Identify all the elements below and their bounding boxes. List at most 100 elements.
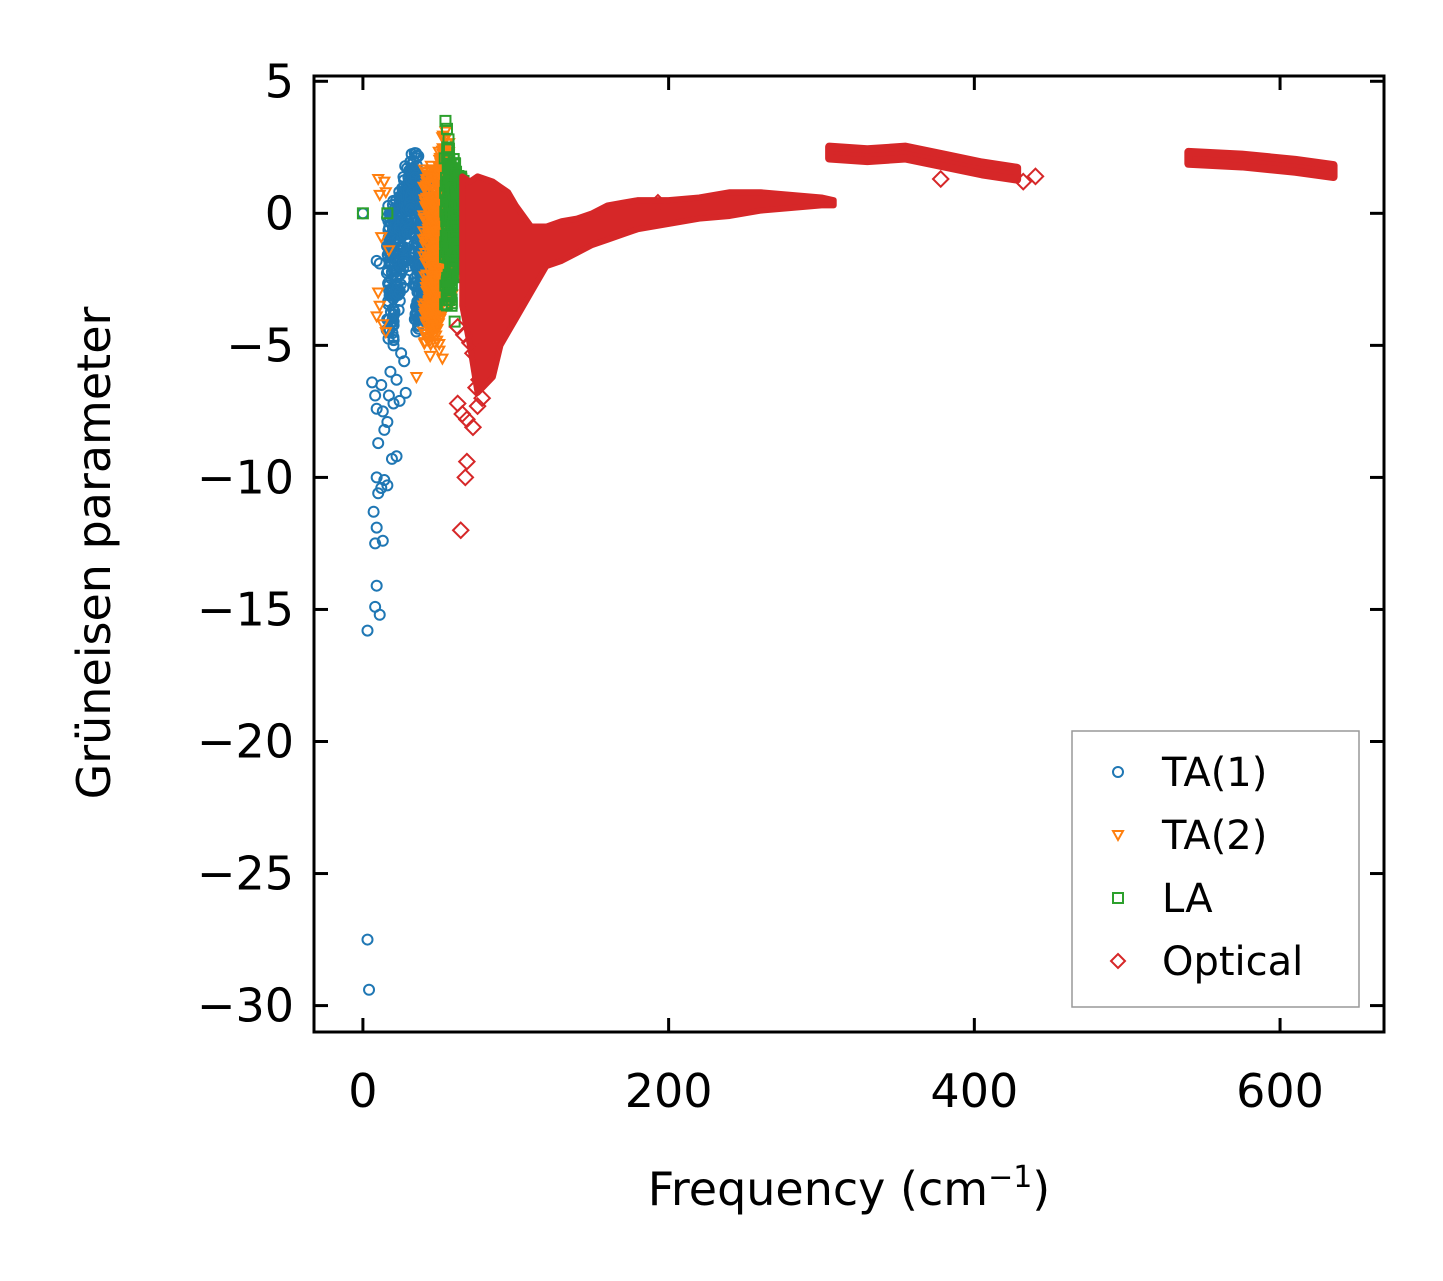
cluster-point [445,259,458,272]
y-axis-ticks: 5 0 −5 −10 −15 −20 −25 −30 [197,54,1384,1033]
data-point [369,311,384,324]
data-point [423,350,437,363]
data-point [448,394,467,413]
y-tick-label: −20 [197,715,294,769]
y-tick-label: −15 [197,582,294,636]
data-point [395,347,408,360]
plot-area [356,114,1338,996]
data-point [378,423,391,436]
cluster-point [386,312,399,325]
data-point [376,319,390,332]
data-point [463,344,483,363]
y-tick-label: −25 [197,847,294,901]
legend-marker [1111,830,1125,843]
x-tick-label: 400 [930,1064,1018,1118]
data-point [373,189,387,202]
x-tick-label: 600 [1236,1064,1324,1118]
data-point [377,176,392,189]
cluster-point [430,323,445,336]
cluster-point [416,326,431,339]
cluster-point [448,230,461,243]
cluster-point [388,305,401,318]
data-point [435,353,450,366]
data-point [453,404,472,424]
data-point [356,207,369,220]
legend-label: TA(2) [1161,813,1267,859]
data-point [442,133,455,146]
data-point [361,933,374,946]
data-point [451,521,470,540]
optical-dense-band [459,173,837,396]
legend-label: TA(1) [1161,750,1267,796]
data-point [931,169,950,189]
legend-marker [1109,952,1127,970]
cluster-point [433,311,447,325]
legend-entry: Optical [1109,939,1303,985]
data-point [457,452,476,471]
cluster-point [396,248,409,261]
data-point [409,372,424,385]
data-point [376,534,389,547]
data-point [370,471,383,484]
series-ta-1- [356,147,443,996]
data-point [381,415,394,428]
cluster-point [419,329,433,342]
data-point [1014,172,1033,191]
data-point [373,257,386,270]
legend: TA(1) TA(2) LA Optical [1071,730,1360,1008]
data-point [445,299,458,312]
data-point [361,624,374,637]
y-tick-label: −30 [197,979,294,1033]
data-point [468,396,487,416]
data-point [390,450,403,463]
optical-dense-ribbon [1184,147,1338,182]
data-point [469,370,489,389]
data-point [387,339,400,352]
data-point [381,479,394,492]
data-point [648,193,668,212]
data-point [463,418,483,437]
data-point [370,579,383,592]
data-point [376,405,389,418]
data-point [379,187,393,200]
data-point [371,287,385,300]
data-point [432,345,447,358]
cluster-point [396,242,409,255]
data-point [370,402,383,415]
cluster-point [423,304,437,318]
series-optical [448,142,1338,540]
x-axis-title: Frequency (cm−1) [648,1160,1051,1216]
data-point [1026,167,1045,186]
data-point [456,468,475,487]
legend-entry: TA(2) [1111,813,1267,859]
data-point [370,521,383,534]
x-axis-ticks: 0 200 400 600 [348,76,1324,1118]
data-point [356,207,369,220]
data-point [399,386,412,399]
y-tick-label: −10 [197,450,294,504]
data-point [373,300,387,313]
cluster-point [394,278,407,291]
legend-label: LA [1162,876,1213,922]
data-point [398,355,411,368]
data-point [381,207,394,220]
cluster-point [432,265,447,278]
data-point [384,365,397,378]
y-axis-title: Grüneisen parameter [67,306,121,799]
data-point [460,333,480,352]
data-point [374,232,388,245]
y-tick-label: 5 [265,54,294,108]
legend-label: Optical [1162,939,1303,985]
data-point [373,608,386,621]
data-point [439,114,452,127]
cluster-point [401,213,414,226]
legend-marker [1112,892,1124,904]
data-point [369,389,382,402]
data-point [382,389,395,402]
x-tick-label: 200 [625,1064,713,1118]
data-point [363,983,376,996]
data-point [369,537,382,550]
data-point [366,376,379,389]
cluster-point [387,292,400,305]
